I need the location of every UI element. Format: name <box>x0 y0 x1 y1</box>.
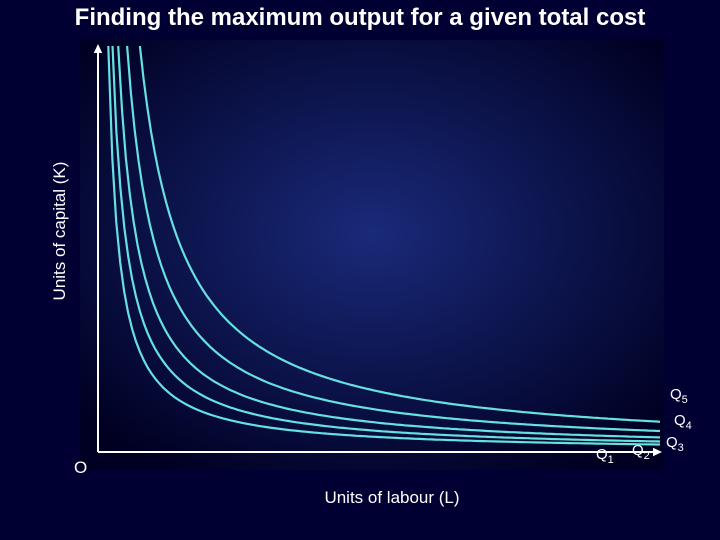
x-axis-label: Units of labour (L) <box>272 488 512 508</box>
curve-label-q1: Q1 <box>596 446 614 466</box>
curve-label-q3: Q3 <box>666 434 684 454</box>
slide: { "title": { "text": "Finding the maximu… <box>0 0 720 540</box>
curve-label-q4: Q4 <box>674 412 692 432</box>
origin-label: O <box>74 458 87 478</box>
y-axis-label: Units of capital (K) <box>50 131 70 331</box>
curve-label-q5: Q5 <box>670 386 688 406</box>
curve-label-q2: Q2 <box>632 442 650 462</box>
